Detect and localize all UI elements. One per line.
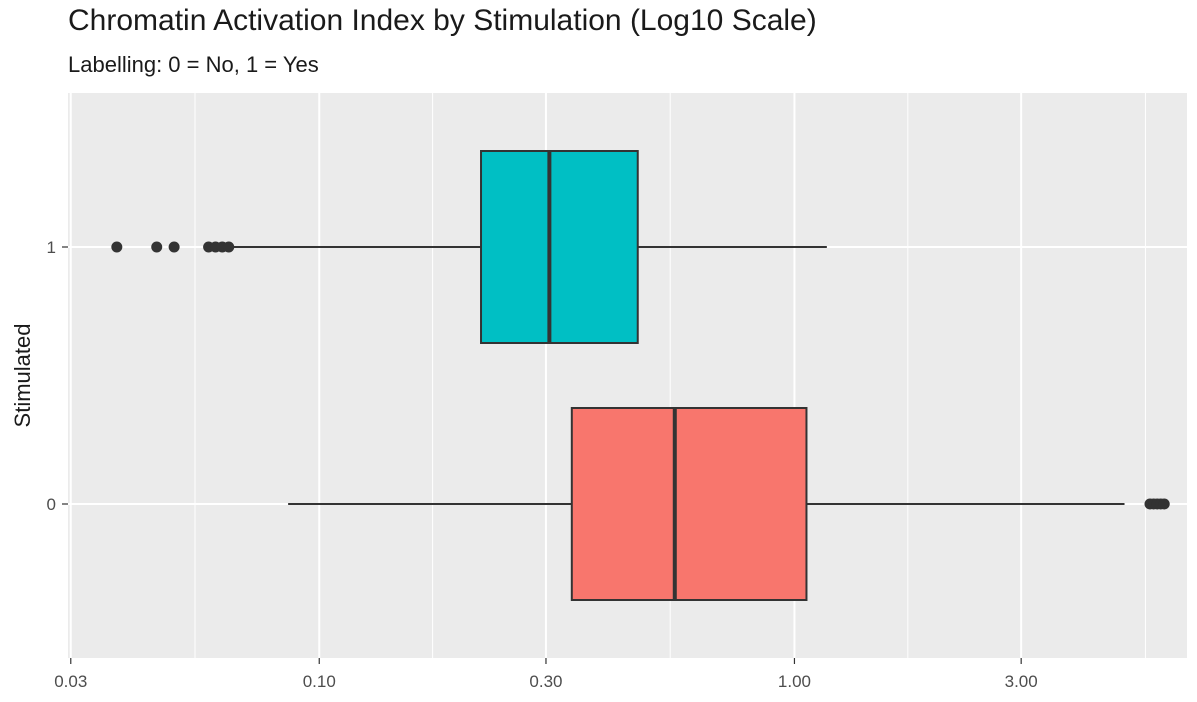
x-tick-label: 0.30 xyxy=(529,672,562,691)
y-tick-label: 0 xyxy=(47,495,56,514)
box-stimulated-1 xyxy=(480,150,639,344)
x-tick-label: 3.00 xyxy=(1005,672,1038,691)
x-tick-label: 0.03 xyxy=(54,672,87,691)
box-stimulated-0 xyxy=(570,407,808,601)
x-tick-label: 1.00 xyxy=(778,672,811,691)
outlier-point xyxy=(111,241,123,253)
outlier-point xyxy=(151,241,163,253)
outlier-point xyxy=(1158,498,1170,510)
y-axis-title: Stimulated xyxy=(10,324,35,428)
chart-subtitle: Labelling: 0 = No, 1 = Yes xyxy=(68,52,319,77)
chart-title: Chromatin Activation Index by Stimulatio… xyxy=(68,4,817,37)
outlier-point xyxy=(223,241,235,253)
x-tick-label: 0.10 xyxy=(303,672,336,691)
y-tick-label: 1 xyxy=(47,238,56,257)
outlier-point xyxy=(168,241,180,253)
